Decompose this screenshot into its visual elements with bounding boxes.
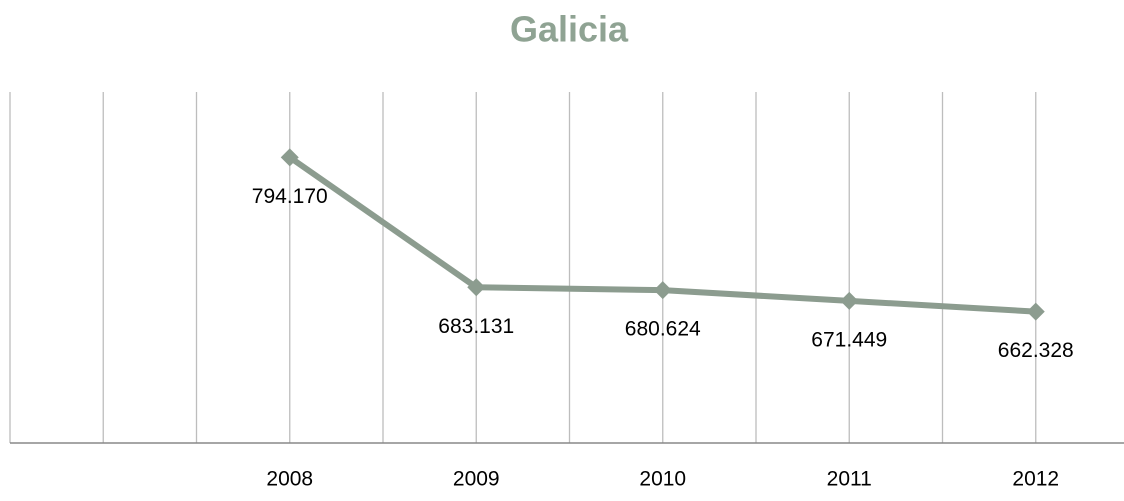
- x-tick-label: 2012: [1012, 468, 1059, 491]
- x-tick-label: 2009: [453, 468, 500, 491]
- x-tick-label: 2008: [266, 468, 313, 491]
- chart-title: Galicia: [510, 9, 629, 50]
- data-label: 680.624: [625, 318, 701, 341]
- data-label: 671.449: [811, 328, 887, 351]
- x-tick-label: 2010: [639, 468, 686, 491]
- marker: [653, 281, 672, 300]
- data-label: 794.170: [252, 185, 328, 208]
- marker: [467, 278, 486, 297]
- marker: [280, 148, 299, 167]
- marker: [840, 291, 859, 310]
- x-tick-label: 2011: [827, 468, 872, 491]
- data-label: 683.131: [438, 315, 514, 338]
- marker: [1026, 302, 1045, 321]
- data-label: 662.328: [998, 339, 1074, 362]
